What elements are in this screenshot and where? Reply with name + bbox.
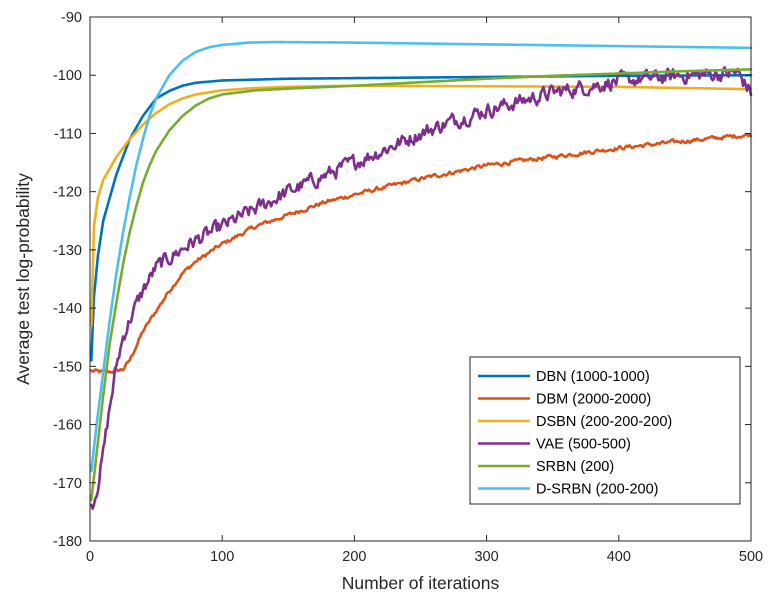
legend-box: [469, 356, 741, 505]
tick-layer: 0 100 200 300 400 500 -90 -100 -110 -120 -130 -140 -…: [53, 10, 763, 565]
legend: DBN (1000-1000) DBM (2000-2000) DSBN (200-…: [469, 356, 741, 505]
x-tick-label: 100: [210, 549, 234, 565]
series-line-5: [90, 68, 753, 502]
y-tick-label: -150: [53, 359, 82, 375]
y-tick-label: -110: [54, 126, 82, 142]
y-tick-label: -130: [53, 243, 82, 259]
series-line-6: [90, 40, 753, 473]
series-line-3: [90, 84, 753, 327]
legend-label: DBM (2000-2000): [536, 392, 651, 408]
y-tick-label: -170: [53, 476, 82, 492]
y-tick-label: -180: [53, 534, 82, 550]
legend-label: DSBN (200-200-200): [536, 414, 672, 430]
legend-label: VAE (500-500): [536, 437, 631, 453]
series-line-1: [90, 73, 753, 362]
legend-label: SRBN (200): [536, 459, 614, 475]
y-tick-label: -120: [53, 185, 82, 201]
legend-label: DBN (1000-1000): [536, 369, 650, 385]
y-tick-label: -160: [53, 418, 82, 434]
x-tick-label: 500: [739, 549, 763, 565]
x-tick-label: 200: [342, 549, 366, 565]
y-tick-label: -100: [53, 68, 82, 84]
plot-frame: [89, 16, 752, 542]
x-axis-title: Number of iterations: [342, 573, 500, 593]
series-layer: [90, 40, 753, 510]
y-tick-label: -140: [53, 301, 82, 317]
legend-label: D-SRBN (200-200): [536, 482, 659, 498]
series-line-4: [90, 66, 753, 510]
series-line-2: [90, 132, 753, 375]
x-tick-label: 300: [474, 549, 498, 565]
x-tick-label: 0: [86, 549, 94, 565]
y-tick-label: -90: [61, 10, 82, 26]
x-tick-label: 400: [607, 549, 631, 565]
y-axis-title: Average test log-probability: [13, 173, 33, 385]
